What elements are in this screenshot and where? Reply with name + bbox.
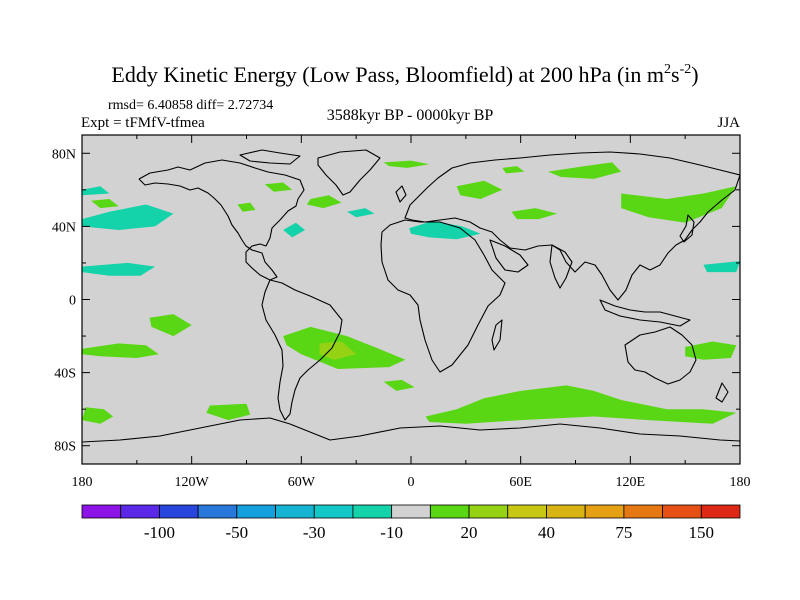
region-positive-anomaly-europe-north [456, 180, 503, 199]
colorbar-label: 75 [615, 523, 632, 542]
colorbar-label: -10 [380, 523, 403, 542]
region-positive-anomaly-south-pacific [82, 343, 159, 358]
region-positive-anomaly-russia [511, 208, 558, 220]
region-positive-anomaly-south-pacific-east [149, 314, 192, 337]
coastline-africa [380, 219, 506, 373]
coastline-eurasia [404, 151, 740, 301]
x-tick-label: 120W [175, 475, 210, 490]
coastline-antarctica [82, 417, 740, 443]
region-negative-anomaly-north-pacific [82, 204, 174, 230]
colorbar-box [313, 504, 354, 519]
x-tick-label: 60W [288, 475, 316, 490]
region-positive-anomaly-southern-tip [383, 379, 415, 391]
region-positive-anomaly-south-atlantic-core [319, 341, 357, 360]
y-tick-label: 0 [69, 294, 76, 309]
colorbar-box [546, 504, 586, 519]
x-tick-label: 180 [72, 475, 93, 490]
coastline-arctic-islands [239, 149, 301, 165]
colorbar-box [700, 504, 741, 519]
region-positive-anomaly-arctic-siberia [502, 166, 525, 174]
region-positive-anomaly-north-atlantic [306, 195, 342, 209]
colorbar-box [584, 504, 625, 519]
region-positive-anomaly-west-pacific-south [82, 407, 114, 424]
coastline-north-america [138, 159, 305, 281]
colorbar-box [120, 504, 160, 519]
region-positive-anomaly-southern-ocean [425, 385, 737, 424]
colorbar-box [662, 504, 702, 519]
y-tick-label: 80S [54, 440, 76, 455]
y-tick-label: 40S [54, 367, 76, 382]
region-negative-anomaly-pacific-south [82, 262, 156, 276]
colorbar-label: -30 [303, 523, 326, 542]
region-negative-anomaly-atlantic [283, 222, 305, 238]
region-negative-anomaly-west-pacific-east [703, 261, 740, 273]
coastline-madagascar [491, 319, 503, 351]
region-positive-anomaly-canada [264, 182, 293, 192]
season-label: JJA [717, 115, 740, 131]
y-tick-label: 40N [52, 220, 76, 235]
colorbar-box [275, 504, 315, 519]
x-tick-label: 180 [730, 475, 751, 490]
period-text: 3588kyr BP - 0000kyr BP [327, 107, 494, 124]
region-positive-anomaly-southern-ocean-east [206, 403, 251, 421]
region-positive-anomaly-pacific-nw [91, 199, 119, 209]
colorbar-label: 40 [538, 523, 555, 542]
y-tick-label: 80N [52, 147, 76, 162]
colorbar-box [623, 504, 663, 519]
coastline-new-zealand [715, 382, 729, 403]
colorbar-box [468, 504, 509, 519]
x-tick-label: 0 [408, 475, 415, 490]
region-positive-anomaly-hudson [237, 202, 256, 212]
coastline-indonesia [599, 299, 691, 327]
region-positive-anomaly-australia-east [685, 341, 737, 360]
stats-text: rmsd= 6.40858 diff= 2.72734 [108, 98, 273, 113]
colorbar-label: -50 [225, 523, 248, 542]
colorbar-box [236, 504, 276, 519]
coastline-australia [624, 326, 697, 385]
coastlines [82, 149, 740, 443]
colorbar-label: 150 [689, 523, 715, 542]
chart-title: Eddy Kinetic Energy (Low Pass, Bloomfiel… [111, 62, 698, 87]
colorbar-box [159, 504, 199, 519]
y-axis: 80N 40N 0 40S 80S [52, 147, 740, 455]
x-tick-label: 60E [509, 475, 532, 490]
coastline-south-america [261, 279, 343, 421]
colorbar-box [507, 504, 547, 519]
region-negative-anomaly-mediterranean [409, 220, 481, 240]
region-positive-anomaly-siberia [548, 162, 622, 179]
colorbar-box [197, 504, 238, 519]
experiment-text: Expt = tFMfV-tfmea [81, 115, 205, 131]
colorbar-label: -100 [144, 523, 175, 542]
colorbar-label: 20 [461, 523, 478, 542]
colorbar-box [391, 504, 431, 519]
coastline-greenland [317, 149, 381, 196]
colorbar-box [81, 504, 122, 519]
coastline-british-isles [395, 185, 407, 203]
x-tick-label: 120E [616, 475, 646, 490]
region-positive-anomaly-north-pacific-east [621, 186, 737, 223]
region-negative-anomaly-north-atlantic-mid [347, 208, 375, 218]
colorbar: -100 -50 -30 -10 20 40 75 150 [81, 504, 741, 542]
colorbar-box [352, 504, 393, 519]
colorbar-box [429, 504, 470, 519]
coastline-japan [679, 214, 695, 243]
region-negative-anomaly-arctic-pacific [82, 186, 110, 196]
region-positive-anomaly-arctic-atlantic [383, 160, 430, 168]
coastline-india [549, 244, 573, 289]
coastline-arabia [489, 239, 529, 273]
x-axis: 180 120W 60W 0 60E 120E 180 [72, 135, 751, 490]
